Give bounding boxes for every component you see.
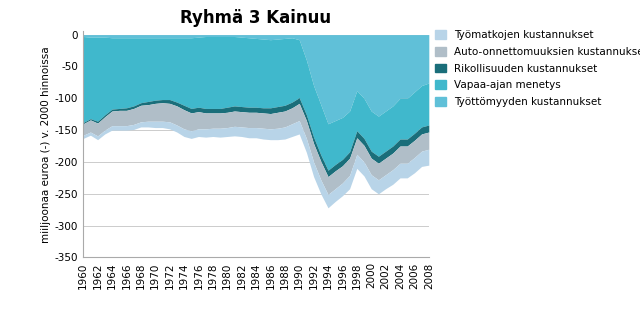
Legend: Työmatkojen kustannukset, Auto-onnettomuuksien kustannukset, Rikollisuuden kusta: Työmatkojen kustannukset, Auto-onnettomu…	[432, 27, 640, 110]
Y-axis label: miiljoonaa euroa (-) v. 2000 hinnoissa: miiljoonaa euroa (-) v. 2000 hinnoissa	[41, 46, 51, 243]
Title: Ryhmä 3 Kainuu: Ryhmä 3 Kainuu	[180, 9, 332, 27]
